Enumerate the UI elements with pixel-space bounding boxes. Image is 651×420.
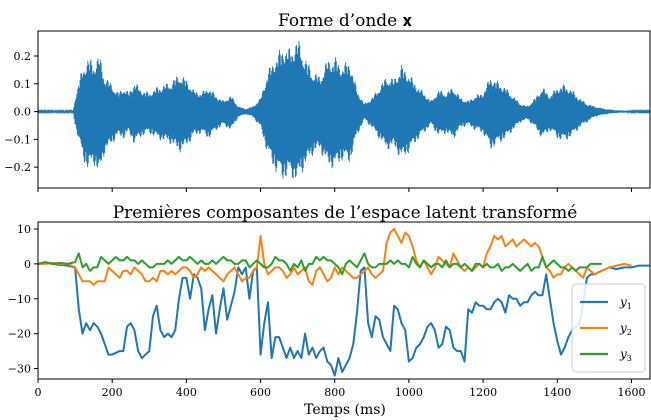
waveform-ytick-label: 0.2 [14, 50, 32, 63]
legend-label-y1: y1 [619, 295, 632, 311]
legend-item-y1: y1 [580, 295, 632, 311]
series-line-y1 [38, 261, 650, 377]
waveform-axes-frame [37, 30, 651, 189]
waveform-ytick-label: 0.1 [14, 78, 32, 91]
latent-ytick-label: −30 [8, 363, 31, 376]
legend-item-y3: y3 [580, 347, 632, 363]
x-axis-label: Temps (ms) [304, 402, 386, 418]
latent-xtick-label: 1600 [617, 386, 645, 399]
waveform-ytick-label: 0.0 [14, 106, 32, 119]
latent-panel: 10 0 −10 −20 −30 0 200 400 600 800 1000 1200 1400 160… [8, 221, 651, 399]
latent-ytick-label: −10 [8, 293, 31, 306]
waveform-ytick-label: −0.2 [4, 161, 31, 174]
legend-item-y2: y2 [580, 321, 632, 337]
waveform-title: Forme d’onde 𝐱 [278, 11, 413, 31]
legend: y1 y2 y3 [571, 283, 646, 373]
latent-ytick-label: −20 [8, 328, 31, 341]
waveform-signal [38, 41, 650, 179]
latent-xtick-label: 800 [324, 386, 345, 399]
legend-frame [571, 283, 646, 373]
latent-xtick-label: 400 [176, 386, 197, 399]
series-line-y3 [38, 252, 602, 276]
latent-xtick-label: 600 [250, 386, 271, 399]
series-line-y2 [38, 227, 632, 286]
waveform-plot-area [38, 41, 650, 179]
waveform-ytick-label: −0.1 [4, 133, 31, 146]
latent-ytick-label: 0 [24, 258, 31, 271]
latent-xtick-label: 1200 [469, 386, 497, 399]
latent-ytick-label: 10 [17, 223, 31, 236]
latent-plot-area [38, 227, 650, 377]
latent-xtick-label: 0 [35, 386, 42, 399]
waveform-panel: 0.2 0.1 0.0 −0.1 −0.2 [4, 30, 651, 192]
legend-label-y2: y2 [619, 321, 632, 337]
latent-axes-frame [37, 221, 651, 380]
latent-xtick-label: 200 [102, 386, 123, 399]
legend-label-y3: y3 [619, 347, 632, 363]
latent-title: Premières composantes de l’espace latent… [113, 203, 578, 223]
latent-xtick-label: 1000 [395, 386, 423, 399]
latent-xtick-label: 1400 [543, 386, 571, 399]
